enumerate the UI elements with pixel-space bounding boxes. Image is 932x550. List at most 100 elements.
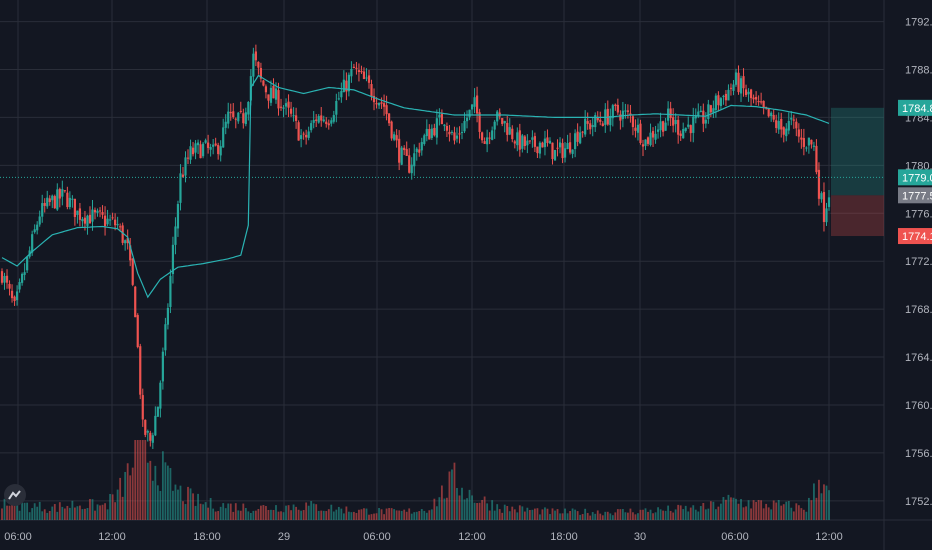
candle-body [139,346,142,395]
candle-body [755,96,758,100]
volume-bar [204,502,207,520]
candle-body [697,111,700,117]
volume-bar [405,511,408,520]
candle-body [166,308,170,325]
volume-bar [217,511,220,520]
volume-bar [581,514,584,520]
candle-body [212,144,215,147]
candle-body [257,61,260,68]
candle-body [516,132,519,146]
candle-body [744,89,748,95]
price-tag-label: 1777.5 [902,190,932,202]
volume-bars [1,440,830,520]
candle-body [68,197,71,208]
volume-bar [639,509,642,520]
volume-bar [393,509,396,520]
volume-bar [699,506,702,520]
candle-body [423,135,426,144]
volume-bar [68,507,71,520]
volume-bar [342,513,345,520]
volume-bar [800,508,803,520]
candle-body [171,244,175,275]
volume-bar [390,508,393,520]
volume-bar [589,515,592,520]
volume-bar [134,440,137,520]
candle-body [712,108,715,113]
volume-bar [277,511,280,520]
volume-bar [89,498,91,520]
volume-bar [714,509,717,520]
volume-bar [116,489,119,520]
volume-bar [523,511,526,520]
candle-body [129,245,132,261]
volume-bar [101,504,104,520]
candle-body [797,129,800,137]
volume-bar [659,509,662,520]
candle-body [747,91,750,95]
candle-body [259,68,263,79]
volume-bar [704,509,707,520]
candle-body [430,128,433,138]
candle-body [83,217,87,224]
candle-body [719,98,723,107]
volume-bar [36,506,39,520]
candle-body [767,108,770,117]
candlesticks [0,44,831,449]
volume-bar [483,496,486,520]
candle-body [184,157,187,176]
volume-bar [111,494,114,520]
volume-bar [285,505,287,520]
volume-bar [461,487,463,520]
candle-body [463,120,466,132]
candle-body [694,115,697,119]
volume-bar [307,505,310,520]
candle-body [26,256,29,271]
time-tick-label: 06:00 [4,531,32,543]
candle-body [219,146,222,156]
volume-bar [606,511,609,520]
volume-bar [184,504,187,520]
price-tag-label: 1779.0 [902,172,932,184]
volume-bar [126,463,129,520]
volume-bar [488,510,491,520]
candle-body [174,226,177,245]
volume-bar [747,500,750,520]
volume-bar [433,498,436,520]
candle-body [458,133,461,135]
candle-body [357,70,361,72]
candle-body [350,68,353,77]
candle-body [677,119,680,135]
price-axis[interactable]: 1792.01788.01784.01780.01776.01772.01768… [905,17,932,508]
volume-bar [91,499,94,520]
candle-body [478,112,481,132]
volume-bar [56,511,59,520]
candle-body [315,119,318,121]
volume-bar [725,499,727,520]
position-box[interactable] [831,107,884,237]
volume-bar [687,511,690,520]
candle-body [352,66,356,68]
tradingview-logo-icon[interactable] [4,484,26,506]
candle-body [119,226,122,228]
volume-bar [506,506,509,520]
candle-body [775,120,778,129]
candle-body [679,133,682,136]
candle-body [626,110,630,112]
volume-bar [627,512,629,520]
volume-bar [227,503,230,520]
candle-body [186,157,190,159]
candle-body [644,139,647,146]
volume-bar [634,514,637,520]
candle-body [106,218,109,225]
candle-body [448,131,451,135]
candle-body [722,95,725,97]
candle-body [533,136,536,147]
time-axis[interactable]: 06:00 12:00 18:00 29 06:00 12:00 18:00 30 06:00 1… [4,531,843,543]
candle-body [531,137,534,140]
volume-bar [546,508,549,520]
candle-body [388,113,391,124]
volume-bar [471,495,473,520]
volume-bar [637,513,639,520]
candle-body [772,115,775,120]
